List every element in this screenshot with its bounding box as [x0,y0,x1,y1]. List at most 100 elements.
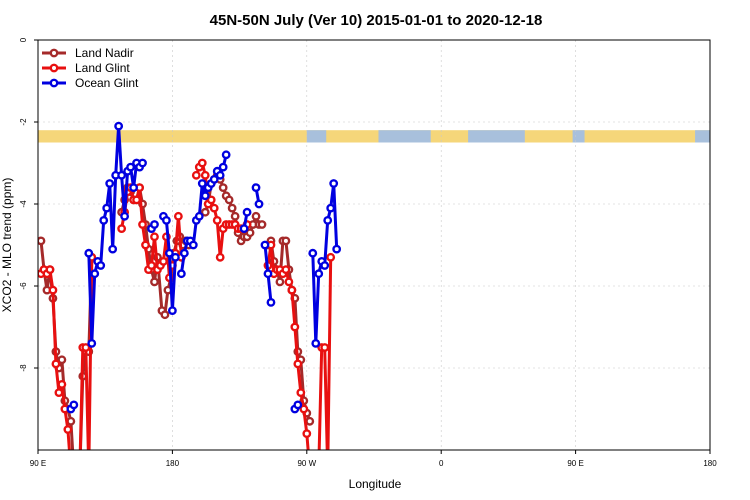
data-point [302,429,312,438]
series-land-glint [38,158,336,450]
data-point [69,400,79,410]
data-point [215,170,225,180]
data-point [200,207,210,217]
data-point [242,207,252,217]
data-point [63,425,73,434]
data-point [194,211,204,221]
data-point [147,261,156,270]
data-point [129,183,138,193]
legend-label: Land Nadir [75,46,134,60]
data-point [218,162,228,172]
data-point [200,191,210,201]
data-point [275,277,285,287]
data-point [245,228,255,238]
data-point [160,310,170,320]
data-point [176,269,186,279]
data-point [305,416,315,426]
data-point [257,220,267,229]
data-point [200,170,210,180]
data-point [132,195,141,205]
data-point [102,203,112,213]
data-point [281,265,291,274]
data-point [150,277,159,287]
data-point [311,338,321,348]
data-point [239,224,249,234]
data-point [150,220,159,229]
data-point [224,195,234,205]
y-tick-label: 0 [19,37,28,42]
ocean-band-segment [468,130,525,143]
data-point [96,261,106,270]
gridlines [38,40,710,450]
data-point [117,224,127,234]
data-point [281,236,291,246]
data-point [179,248,189,258]
data-point [45,265,55,274]
legend-label: Land Glint [75,61,130,75]
data-point [314,269,324,279]
land-ocean-band [38,130,710,143]
data-point [290,322,300,332]
data-point [48,285,58,295]
data-point [227,203,237,213]
data-point [320,343,330,352]
data-point [51,359,61,369]
data-point [120,211,130,221]
data-point [332,244,342,254]
data-point [57,379,67,389]
data-point [138,158,147,168]
series-ocean-glint [66,121,342,414]
data-point [215,252,225,262]
data-point [221,150,231,160]
x-tick-label: 0 [439,459,444,468]
series-layer [38,121,342,450]
data-point [293,359,303,369]
legend-marker [49,78,59,88]
axis-ticks: 90 E 180 90 W 0 90 E 180 0 -2 -4 -6 -8 [19,37,717,468]
ocean-band-segment [572,130,585,143]
data-point [99,215,109,225]
data-point [287,285,297,295]
x-tick-label: 180 [703,459,717,468]
data-point [159,256,168,266]
data-point [206,195,216,205]
legend-label: Ocean Glint [75,76,139,90]
data-point [263,269,273,279]
y-tick-label: -8 [19,364,28,372]
data-point [329,179,339,188]
data-point [284,277,294,287]
data-point [254,199,264,209]
data-point [308,248,318,258]
data-point [212,215,222,225]
data-point [117,170,127,180]
data-point [114,121,124,131]
data-point [165,248,174,258]
data-point [323,215,333,225]
data-point [197,179,207,188]
data-point [84,248,94,258]
data-point [162,215,171,225]
data-point [260,240,270,250]
data-point [57,355,67,365]
data-point [150,232,159,242]
legend-marker [49,48,59,58]
data-point [141,240,150,250]
ocean-band-segment [378,130,431,143]
data-point [326,203,336,213]
data-point [105,179,115,188]
data-point [90,269,100,279]
data-point [293,400,303,410]
data-point [126,162,135,172]
data-point [188,240,198,250]
data-point [54,388,64,397]
data-point [38,236,46,246]
data-point [320,261,330,270]
data-point [66,416,76,426]
plot-frame [37,39,711,451]
data-point [108,244,118,254]
data-point [209,203,219,213]
y-axis-label: XCO2 - MLO trend (ppm) [0,178,14,313]
data-point [251,211,261,221]
